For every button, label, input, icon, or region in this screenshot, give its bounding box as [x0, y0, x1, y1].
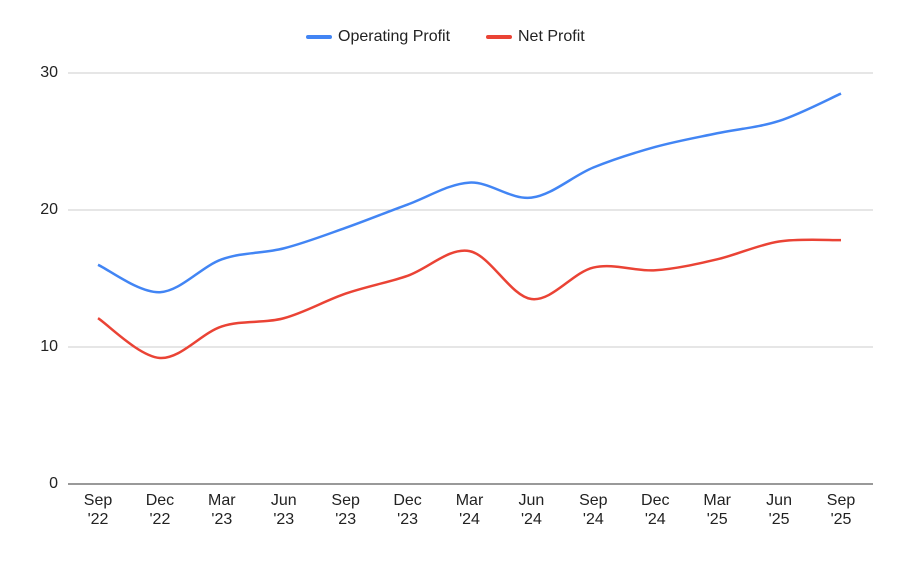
line-series	[97, 238, 842, 360]
x-tick-label: Jun '25	[766, 492, 792, 528]
x-tick-label-line: '23	[335, 511, 356, 528]
x-tick-label-line: '25	[769, 511, 790, 528]
x-tick-label: Dec '24	[641, 492, 669, 528]
x-tick-label-line: '22	[149, 511, 170, 528]
x-tick-label-line: Mar	[208, 492, 236, 509]
x-tick-label: Sep '25	[827, 492, 856, 528]
x-tick-label: Sep '24	[579, 492, 608, 528]
x-tick-label-line: '24	[521, 511, 542, 528]
x-tick-label-line: '22	[88, 511, 109, 528]
x-tick-label: Jun '24	[519, 492, 545, 528]
legend-label: Net Profit	[518, 28, 585, 45]
legend-label: Operating Profit	[338, 28, 451, 45]
x-tick-label-line: Dec	[393, 492, 421, 509]
x-tick-label-line: Sep	[84, 492, 113, 509]
y-tick-label: 10	[40, 338, 58, 355]
x-tick-label-line: Sep	[331, 492, 360, 509]
y-tick-label: 30	[40, 64, 58, 81]
x-tick-label: Jun '23	[271, 492, 297, 528]
x-tick-label: Mar '25	[703, 492, 731, 528]
x-tick-label: Sep '22	[84, 492, 113, 528]
x-tick-label: Dec '22	[146, 492, 174, 528]
y-tick-label: 0	[49, 475, 58, 492]
x-tick-label-line: '24	[645, 511, 666, 528]
line-series	[97, 92, 842, 294]
x-tick-label-line: Sep	[579, 492, 608, 509]
x-tick-label-line: '23	[211, 511, 232, 528]
x-tick-label-line: '24	[459, 511, 480, 528]
x-tick-label-line: '23	[273, 511, 294, 528]
x-tick-label-line: Jun	[271, 492, 297, 509]
x-tick-label: Mar '24	[456, 492, 484, 528]
x-tick-label-line: Mar	[456, 492, 484, 509]
x-tick-label-line: Jun	[766, 492, 792, 509]
x-tick-label-line: Jun	[519, 492, 545, 509]
x-tick-label-line: '25	[831, 511, 852, 528]
x-tick-label: Sep '23	[331, 492, 360, 528]
y-tick-label: 20	[40, 201, 58, 218]
x-tick-label-line: '25	[707, 511, 728, 528]
x-tick-label-line: Dec	[146, 492, 174, 509]
x-tick-label-line: Mar	[703, 492, 731, 509]
x-tick-label: Mar '23	[208, 492, 236, 528]
x-tick-label: Dec '23	[393, 492, 421, 528]
x-tick-label-line: Dec	[641, 492, 669, 509]
x-tick-label-line: Sep	[827, 492, 856, 509]
x-tick-label-line: '23	[397, 511, 418, 528]
x-tick-label-line: '24	[583, 511, 604, 528]
